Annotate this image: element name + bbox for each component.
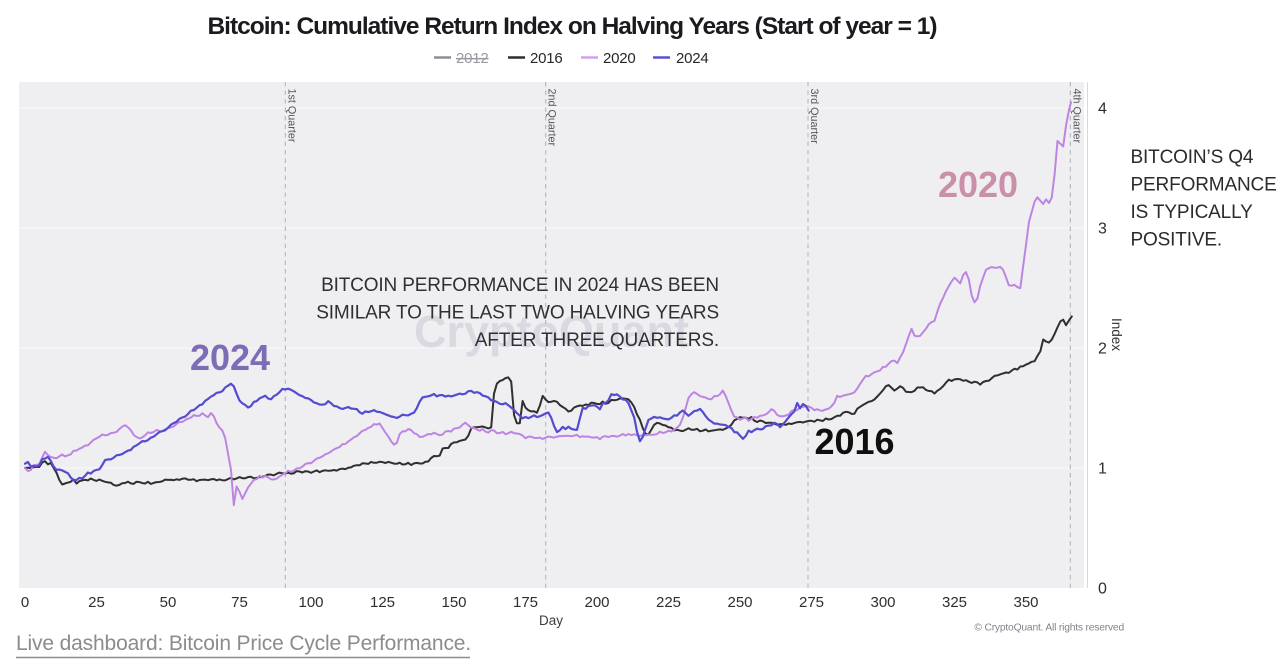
svg-text:IS TYPICALLY: IS TYPICALLY	[1131, 202, 1254, 223]
svg-text:325: 325	[942, 594, 967, 611]
svg-text:50: 50	[160, 594, 177, 611]
svg-text:2020: 2020	[938, 164, 1018, 205]
svg-text:150: 150	[441, 594, 466, 611]
svg-text:Bitcoin: Cumulative Return Ind: Bitcoin: Cumulative Return Index on Halv…	[207, 13, 936, 40]
svg-text:2016: 2016	[814, 421, 894, 462]
svg-text:2012: 2012	[456, 50, 489, 67]
svg-text:CryptoQuant: CryptoQuant	[414, 306, 689, 357]
svg-text:Index: Index	[1109, 318, 1124, 351]
svg-text:AFTER THREE QUARTERS.: AFTER THREE QUARTERS.	[475, 330, 719, 351]
svg-text:2016: 2016	[530, 50, 563, 67]
svg-text:225: 225	[656, 594, 681, 611]
svg-text:3: 3	[1098, 221, 1107, 238]
svg-text:2024: 2024	[676, 50, 709, 67]
svg-text:BITCOIN PERFORMANCE IN 2024 HA: BITCOIN PERFORMANCE IN 2024 HAS BEEN	[321, 275, 719, 296]
svg-text:300: 300	[870, 594, 895, 611]
svg-text:Day: Day	[539, 613, 563, 628]
svg-text:2nd Quarter: 2nd Quarter	[546, 89, 558, 147]
svg-text:2: 2	[1098, 341, 1107, 358]
svg-text:PERFORMANCE: PERFORMANCE	[1131, 175, 1277, 196]
svg-text:0: 0	[21, 594, 29, 611]
svg-text:100: 100	[298, 594, 323, 611]
svg-text:175: 175	[513, 594, 538, 611]
svg-text:200: 200	[584, 594, 609, 611]
svg-text:POSITIVE.: POSITIVE.	[1131, 230, 1223, 251]
svg-text:25: 25	[88, 594, 105, 611]
svg-text:250: 250	[727, 594, 752, 611]
svg-text:© CryptoQuant. All rights rese: © CryptoQuant. All rights reserved	[974, 623, 1124, 634]
svg-text:BITCOIN’S Q4: BITCOIN’S Q4	[1131, 147, 1254, 168]
svg-text:75: 75	[231, 594, 248, 611]
svg-text:350: 350	[1013, 594, 1038, 611]
svg-text:3rd Quarter: 3rd Quarter	[808, 89, 820, 145]
svg-text:SIMILAR TO THE LAST TWO HALVIN: SIMILAR TO THE LAST TWO HALVING YEARS	[316, 303, 719, 324]
svg-text:275: 275	[799, 594, 824, 611]
svg-text:2020: 2020	[603, 50, 636, 67]
svg-text:4: 4	[1098, 101, 1107, 118]
svg-text:2024: 2024	[190, 337, 270, 378]
svg-text:Live dashboard: Bitcoin Price: Live dashboard: Bitcoin Price Cycle Perf…	[16, 632, 471, 655]
svg-text:1: 1	[1098, 461, 1107, 478]
svg-text:1st Quarter: 1st Quarter	[285, 89, 297, 143]
svg-text:125: 125	[370, 594, 395, 611]
svg-text:4th Quarter: 4th Quarter	[1070, 89, 1082, 144]
svg-text:0: 0	[1098, 581, 1107, 598]
